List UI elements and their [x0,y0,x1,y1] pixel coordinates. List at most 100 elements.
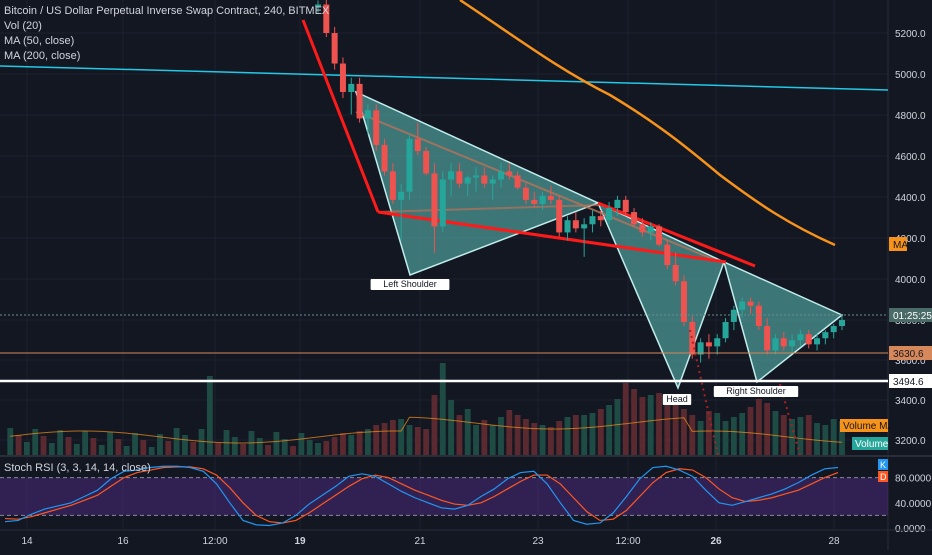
volume-bar [514,415,521,455]
candle-body [672,264,679,282]
time-tick-label: 12:00 [615,536,640,547]
ma200-indicator-label[interactable]: MA (200, close) [4,50,81,62]
candle-body [772,338,779,351]
volume-bar [348,435,355,455]
volume-bar [190,442,197,455]
volume-bar [689,415,696,455]
candle-body [406,138,413,192]
candle-body [448,171,455,180]
volume-bar [498,417,504,455]
head-label-bg [662,394,692,405]
ma50-indicator-label[interactable]: MA (50, close) [4,35,75,47]
candle-body [689,321,696,355]
volume-bar [531,423,538,455]
symbol-title[interactable]: Bitcoin / US Dollar Perpetual Inverse Sw… [4,5,330,17]
volume-bar [73,444,80,455]
candle-body [647,226,654,233]
candle-body [481,175,488,184]
candle-body [431,173,438,227]
volume-bar [65,437,72,455]
volume-bar [15,435,22,455]
volume-bar [381,423,388,455]
volume-bar [306,440,313,455]
volume-bar [481,420,488,455]
volume-bar [206,376,213,455]
vol-indicator-label[interactable]: Vol (20) [4,20,42,32]
price-tick-label: 3200.0 [895,436,926,447]
volume-bar [631,389,637,455]
volume-bar [389,420,396,455]
volume-bar [473,425,479,455]
candle-body [755,305,762,327]
volume-ma-line [10,416,843,444]
volume-ma-tag-bg [840,419,888,432]
candle-body [631,212,638,225]
candle-body [622,199,629,213]
candle-body [464,177,471,184]
volume-bar [664,399,671,455]
time-tick-label: 28 [828,536,840,547]
candle-body [423,151,430,174]
volume-bar [772,411,779,455]
volume-bar [556,421,563,455]
volume-bar [572,415,579,455]
volume-tag: Volume [855,439,889,450]
volume-bar [780,415,787,455]
candle-body [697,342,704,355]
candle-body [556,199,563,233]
candle-body [739,301,746,310]
candle-body [822,332,829,339]
volume-bar [647,395,654,455]
stoch-rsi-label[interactable]: Stoch RSI (3, 3, 14, 14, close) [4,462,151,474]
volume-bar [298,433,305,455]
ma200-line [0,65,889,91]
volume-bar [107,432,113,455]
volume-bar [722,421,729,455]
candle-body [531,199,538,204]
volume-bar [290,446,296,455]
stoch-d-line [4,466,839,524]
candle-body [506,171,513,176]
volume-bar [123,446,130,455]
head-label: Head [666,394,688,404]
volume-bar [805,415,812,455]
right-shoulder-label-bg [713,386,799,397]
volume-bar [614,399,621,455]
candle-body [473,175,480,178]
stoch-band [0,477,888,516]
volume-bar [597,409,604,455]
volume-bars [7,363,845,455]
price-countdown-tag: 01:25:25 [893,311,932,322]
volume-bar [506,410,513,455]
volume-bar [456,415,463,455]
candle-body [780,338,787,347]
volume-bar [148,447,155,455]
candle-body [389,171,396,200]
left-shoulder-label-bg [370,279,450,290]
price-tick-label: 3400.0 [895,396,926,407]
candle-body [714,338,721,347]
candle-body [381,144,388,172]
volume-bar [364,429,371,455]
volume-bar [23,442,30,455]
candle-body [597,216,604,221]
volume-bar [32,429,39,455]
candle-body [839,319,845,327]
volume-bar [606,405,613,455]
candle-body [364,110,371,119]
candle-body [331,33,338,64]
candle-body [339,63,346,93]
candle-body [656,226,663,245]
level-tag-white: 3494.6 [893,377,924,388]
volume-tag-bg [852,437,888,450]
volume-bar [672,403,679,455]
candle-body [522,187,529,200]
volume-bar [547,427,554,455]
price-tick-label: 3600.0 [895,356,926,367]
candle-body [572,220,579,229]
time-tick-label: 16 [117,536,129,547]
stoch-d-tag: D [880,472,887,482]
volume-bar [198,429,205,455]
